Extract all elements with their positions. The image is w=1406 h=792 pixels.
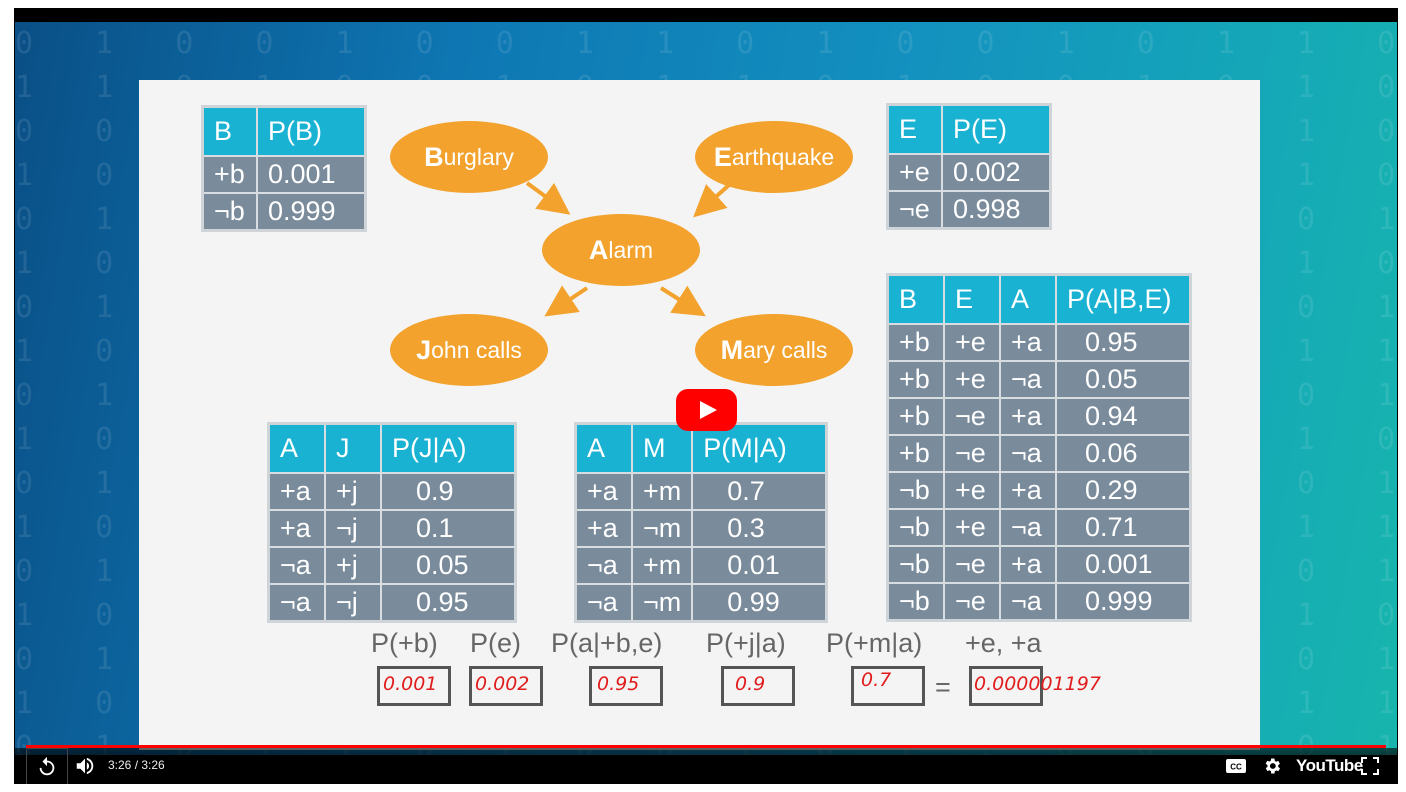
table-p-e: E P(E) +e 0.002 ¬e 0.998 [886, 103, 1052, 230]
answer-box [469, 666, 543, 706]
formula-term: +e, +a [965, 628, 1042, 658]
table-row: ¬b +e ¬a 0.71 [889, 508, 1189, 546]
subtitles-icon[interactable]: CC [1222, 748, 1250, 784]
fullscreen-icon[interactable] [1356, 748, 1384, 784]
table-row: ¬b ¬e +a 0.001 [889, 545, 1189, 583]
formula-term: P(+j|a) [706, 628, 786, 658]
table-row: +b +e ¬a 0.05 [889, 360, 1189, 398]
formula-term: P(e) [470, 628, 522, 658]
arrow-alarm-mary [659, 285, 706, 317]
handwritten-value: 0.95 [597, 673, 640, 695]
table-row: ¬b +e +a 0.29 [889, 471, 1189, 509]
volume-icon[interactable] [70, 748, 100, 784]
answer-box [851, 666, 925, 706]
answer-box [377, 666, 451, 706]
table-p-a-given-b-e: B E A P(A|B,E) +b +e +a 0.95 +b +e ¬a 0.05 +b ¬… [886, 273, 1192, 622]
formula-term: P(+b) [371, 628, 438, 658]
formula-term: P(+m|a) [826, 628, 923, 658]
progress-bar[interactable] [26, 745, 1386, 748]
handwritten-value: 0.000001197 [974, 673, 1101, 695]
answer-box [969, 666, 1043, 706]
table-row: +b +e +a 0.95 [889, 323, 1189, 361]
table-row: +b ¬e ¬a 0.06 [889, 434, 1189, 472]
table-row: +b 0.001 [204, 155, 364, 193]
handwritten-value: 0.002 [475, 673, 530, 695]
answer-box [721, 666, 795, 706]
answer-box [589, 666, 663, 706]
formula-term: P(a|+b,e) [551, 628, 663, 658]
player-controls: 3:26 / 3:26 CC YouTube [14, 748, 1398, 784]
table-p-j-given-a: A J P(J|A) +a +j 0.9 +a ¬j 0.1 ¬a +j 0.05 ¬a ¬j… [267, 422, 517, 623]
svg-text:CC: CC [1230, 763, 1242, 772]
table-p-m-given-a: A M P(M|A) +a +m 0.7 +a ¬m 0.3 ¬a +m 0.01 ¬a ¬m… [574, 422, 829, 623]
arrow-burglary-alarm [525, 181, 571, 215]
replay-icon[interactable] [26, 748, 68, 784]
handwritten-value: 0.9 [735, 673, 766, 695]
play-icon[interactable] [676, 389, 737, 431]
table-row: ¬a ¬j 0.95 [270, 583, 514, 620]
youtube-logo[interactable]: YouTube [1296, 756, 1363, 775]
table-row: ¬a +m 0.01 [577, 546, 826, 584]
table-row: +a +m 0.7 [577, 472, 826, 510]
equals-sign: = [935, 672, 951, 702]
table-row: +a ¬j 0.1 [270, 509, 514, 547]
handwritten-value: 0.7 [861, 669, 892, 691]
table-row: +a ¬m 0.3 [577, 509, 826, 547]
table-row: ¬e 0.998 [889, 190, 1049, 227]
table-row: +e 0.002 [889, 153, 1049, 191]
video-player[interactable]: 0 1 0 0 1 0 0 1 1 0 1 0 0 1 0 1 1 0 0 1 … [14, 8, 1398, 784]
network-arrows [525, 181, 731, 317]
table-row: +b ¬e +a 0.94 [889, 397, 1189, 435]
time-display: 3:26 / 3:26 [108, 758, 165, 772]
table-row: ¬b 0.999 [204, 192, 364, 229]
table-row: +a +j 0.9 [270, 472, 514, 510]
table-row: ¬b ¬e ¬a 0.999 [889, 582, 1189, 619]
arrow-earthquake-alarm [693, 183, 731, 218]
arrow-alarm-john [544, 285, 589, 317]
table-row: ¬a ¬m 0.99 [577, 583, 826, 620]
handwritten-value: 0.001 [383, 673, 438, 695]
settings-icon[interactable] [1258, 748, 1286, 784]
video-frame[interactable]: 0 1 0 0 1 0 0 1 1 0 1 0 0 1 0 1 1 0 0 1 … [15, 22, 1397, 755]
table-p-b: B P(B) +b 0.001 ¬b 0.999 [201, 105, 367, 232]
table-row: ¬a +j 0.05 [270, 546, 514, 584]
